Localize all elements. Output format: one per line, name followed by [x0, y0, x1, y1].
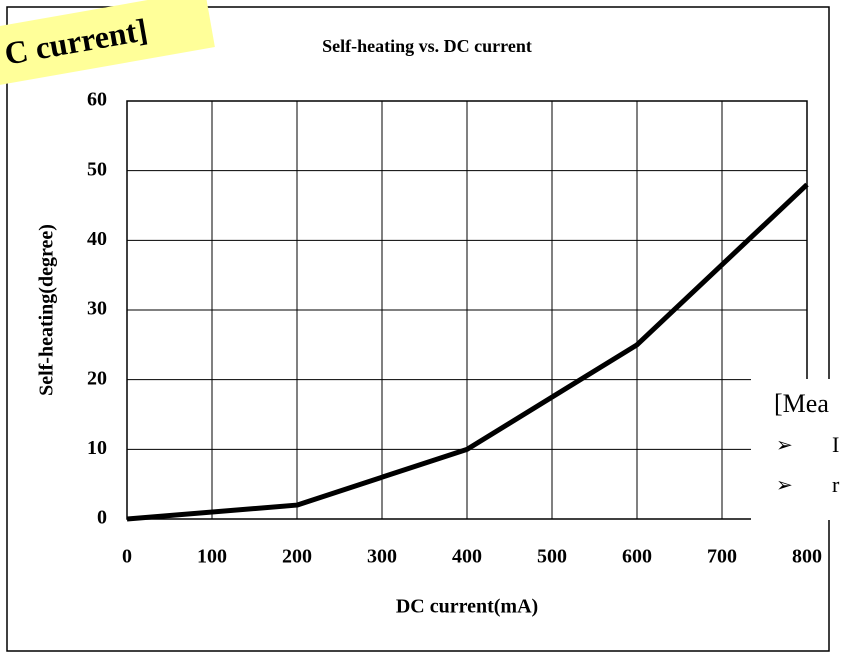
notes-heading: [Mea	[774, 389, 829, 418]
plot-border	[126, 100, 808, 520]
x-axis-label: DC current(mA)	[396, 596, 538, 618]
y-tick-label: 10	[87, 437, 107, 459]
y-tick-label: 60	[87, 89, 107, 111]
notes-bullet-text: r	[832, 472, 840, 497]
y-tick-label: 0	[97, 507, 107, 529]
x-tick-label: 700	[707, 546, 737, 568]
x-tick-label: 300	[367, 546, 397, 568]
chart-frame	[6, 6, 830, 652]
chart-title: Self-heating vs. DC current	[322, 36, 532, 56]
x-tick-label: 200	[282, 546, 312, 568]
y-tick-label: 30	[87, 298, 107, 320]
banner: C current]	[0, 0, 215, 86]
x-tick-label: 800	[792, 546, 822, 568]
y-tick-label: 50	[87, 158, 107, 180]
notes-bullet-marker: ➢	[776, 475, 793, 497]
x-tick-label: 0	[122, 546, 132, 568]
notes-bullet-text: I	[832, 432, 839, 457]
y-axis-label: Self-heating(degree)	[36, 224, 58, 396]
x-tick-label: 500	[537, 546, 567, 568]
y-tick-label: 20	[87, 367, 107, 389]
banner-background	[0, 0, 215, 86]
x-tick-label: 600	[622, 546, 652, 568]
notes-box	[751, 379, 844, 520]
y-tick-label: 40	[87, 228, 107, 250]
notes-bullet-marker: ➢	[776, 435, 793, 457]
data-line	[126, 182, 809, 522]
x-tick-label: 100	[197, 546, 227, 568]
x-tick-label: 400	[452, 546, 482, 568]
plot-area: 0 100 200 300 400 500 600 700 800 0 10 20 30 40 50 60 [M…	[87, 89, 844, 568]
